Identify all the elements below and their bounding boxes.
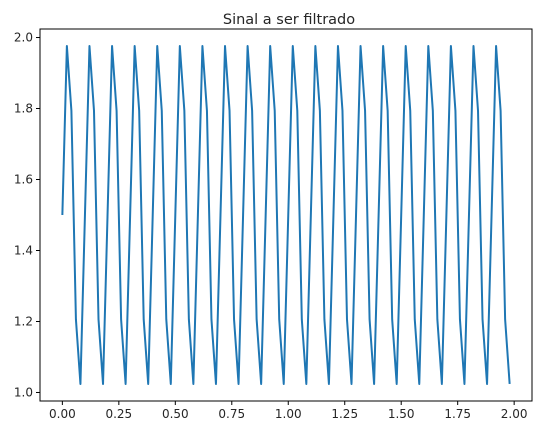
x-tick-label: 0.25 [105, 407, 132, 421]
x-tick-label: 1.25 [331, 407, 358, 421]
x-tick-label: 1.75 [444, 407, 471, 421]
x-tick-label: 2.00 [501, 407, 528, 421]
y-tick-label: 1.0 [14, 385, 33, 399]
x-tick-label: 0.00 [49, 407, 76, 421]
x-tick-label: 0.50 [162, 407, 189, 421]
y-tick-label: 1.4 [14, 243, 33, 257]
y-tick-label: 1.8 [14, 102, 33, 116]
x-tick-label: 0.75 [218, 407, 245, 421]
y-tick-label: 2.0 [14, 31, 33, 45]
data-layer [61, 45, 511, 385]
x-tick-label: 1.50 [388, 407, 415, 421]
axes-layer: 0.00 0.25 0.50 0.75 1.00 1.25 1.50 1.75 2.00 1.0 1… [14, 28, 533, 421]
y-tick-label: 1.2 [14, 314, 33, 328]
series-line-0 [61, 45, 511, 385]
plot-area: 0.00 0.25 0.50 0.75 1.00 1.25 1.50 1.75 2.00 1.0 1… [14, 28, 533, 421]
y-tick-label: 1.6 [14, 173, 33, 187]
x-tick-label: 1.00 [275, 407, 302, 421]
axes-frame [39, 28, 533, 402]
chart-title: Sinal a ser filtrado [223, 12, 355, 28]
